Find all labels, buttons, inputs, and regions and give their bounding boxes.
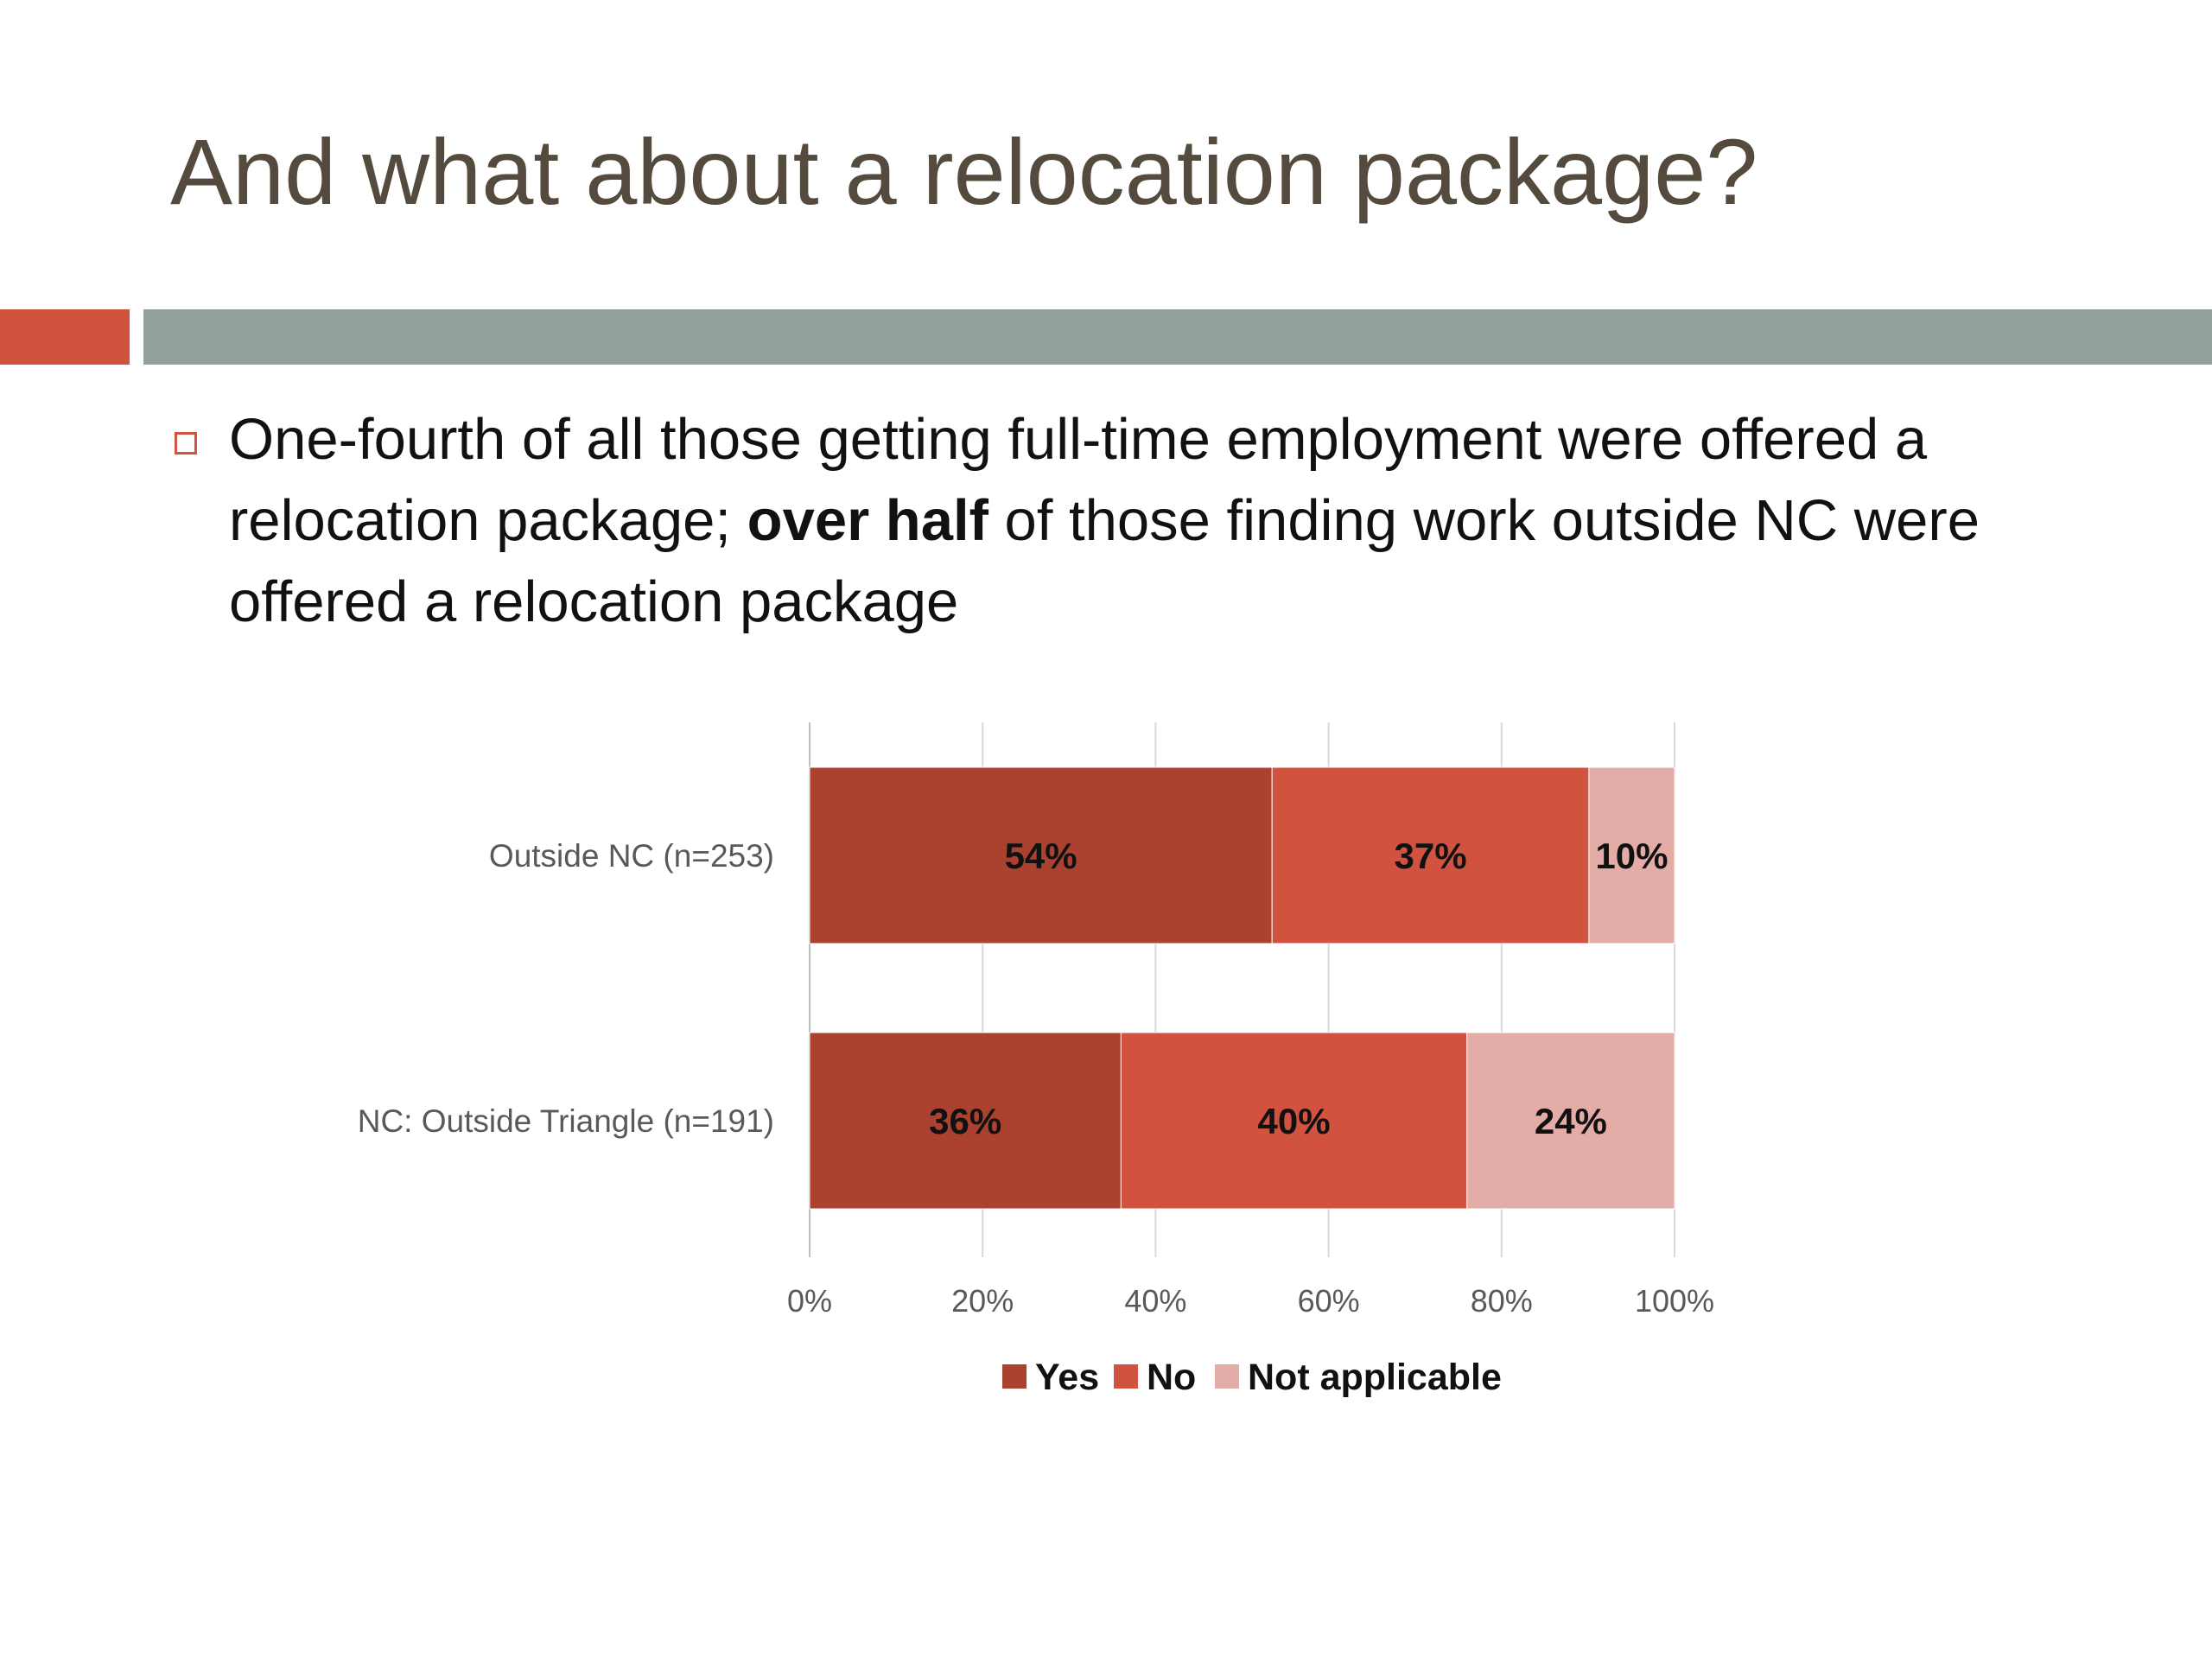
x-tick-label: 0% xyxy=(787,1283,832,1319)
legend-label: Not applicable xyxy=(1248,1357,1502,1398)
x-tick-label: 60% xyxy=(1298,1283,1360,1319)
data-label: 54% xyxy=(1005,836,1077,876)
data-label: 37% xyxy=(1395,836,1467,876)
bullet-text: One-fourth of all those getting full-tim… xyxy=(229,399,2095,643)
bar-segment-yes xyxy=(809,1032,1122,1210)
legend-swatch xyxy=(1002,1364,1027,1389)
y-axis-categories: Outside NC (n=253) NC: Outside Triangle (… xyxy=(358,838,774,1139)
x-tick-label: 40% xyxy=(1124,1283,1186,1319)
bars: 54% 37% 10% 36% 40% 24% xyxy=(809,766,1675,1210)
bar-segment-yes xyxy=(809,766,1273,944)
bar-segment-no xyxy=(1120,1032,1468,1210)
legend-swatch xyxy=(1114,1364,1138,1389)
bullet-text-bold: over half xyxy=(747,488,988,553)
bar-segment-no xyxy=(1271,766,1590,944)
data-label: 24% xyxy=(1535,1101,1607,1141)
x-tick-label: 20% xyxy=(951,1283,1014,1319)
accent-bar xyxy=(0,309,130,365)
legend-label: Yes xyxy=(1035,1357,1099,1398)
category-label: NC: Outside Triangle (n=191) xyxy=(358,1103,774,1139)
header-divider-bar xyxy=(143,309,2212,365)
bullet-text-part2: of those finding work outside NC were of… xyxy=(229,488,1980,634)
data-label: 36% xyxy=(929,1101,1001,1141)
data-label: 40% xyxy=(1258,1101,1331,1141)
slide-title: And what about a relocation package? xyxy=(170,119,1758,224)
bullet-square-icon xyxy=(175,432,197,454)
data-label: 10% xyxy=(1595,836,1668,876)
x-tick-label: 80% xyxy=(1471,1283,1533,1319)
x-axis-ticks: 0% 20% 40% 60% 80% 100% xyxy=(787,1283,1714,1319)
category-label: Outside NC (n=253) xyxy=(489,838,774,874)
legend: Yes No Not applicable xyxy=(1002,1357,1502,1398)
legend-label: No xyxy=(1147,1357,1196,1398)
bar-segment-not-applicable xyxy=(1466,1032,1675,1210)
legend-swatch xyxy=(1215,1364,1239,1389)
x-tick-label: 100% xyxy=(1635,1283,1714,1319)
bar-segment-not-applicable xyxy=(1588,766,1675,944)
bullet-text-part1: One-fourth of all those getting full-tim… xyxy=(229,407,1928,553)
